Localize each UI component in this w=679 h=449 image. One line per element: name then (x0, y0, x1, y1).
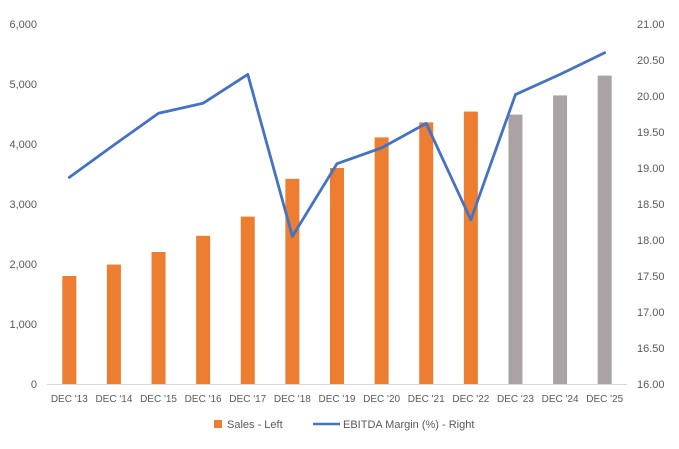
x-axis-tick-label: DEC '20 (363, 394, 400, 405)
sales-bar (285, 178, 300, 384)
sales-bar (553, 95, 568, 385)
sales-bar (151, 252, 166, 384)
x-axis-tick-label: DEC '22 (452, 394, 489, 405)
legend-swatch-sales (214, 420, 222, 428)
legend-label-ebitda-margin: EBITDA Margin (%) - Right (343, 419, 474, 431)
left-axis-tick-label: 2,000 (9, 259, 37, 271)
right-axis-tick-label: 20.50 (637, 55, 665, 67)
sales-bar (419, 122, 434, 385)
x-axis-tick-label: DEC '17 (229, 394, 266, 405)
legend: Sales - Left EBITDA Margin (%) - Right (214, 419, 474, 431)
x-axis-tick-label: DEC '25 (586, 394, 623, 405)
x-axis-tick-label: DEC '14 (95, 394, 132, 405)
sales-bar (330, 168, 344, 384)
left-axis-tick-label: 0 (31, 379, 37, 391)
sales-bar (597, 75, 612, 384)
x-axis-tick-labels: DEC '13 DEC '14 DEC '15 DEC '16 DEC '17 DEC '… (51, 394, 624, 405)
x-axis-tick-label: DEC '16 (185, 394, 222, 405)
x-axis-tick-label: DEC '23 (497, 394, 534, 405)
ebitda-margin-line (67, 51, 607, 238)
right-axis-tick-label: 19.00 (637, 163, 665, 175)
x-axis-tick-label: DEC '15 (140, 394, 177, 405)
right-axis-tick-label: 17.50 (637, 271, 665, 283)
legend-label-sales: Sales - Left (227, 419, 283, 431)
right-axis-tick-label: 18.50 (637, 199, 665, 211)
right-axis-tick-label: 18.00 (637, 235, 665, 247)
sales-bar (508, 114, 523, 384)
left-axis-tick-label: 4,000 (9, 139, 37, 151)
left-axis-tick-label: 3,000 (9, 199, 37, 211)
x-axis-tick-label: DEC '24 (542, 394, 579, 405)
right-axis-tick-label: 21.00 (637, 19, 665, 31)
sales-bar (196, 235, 211, 384)
sales-bar (240, 216, 255, 384)
right-axis-tick-label: 16.50 (637, 343, 665, 355)
sales-bar (106, 264, 121, 384)
right-axis-tick-label: 20.00 (637, 91, 665, 103)
x-axis-tick-label: DEC '13 (51, 394, 88, 405)
left-axis-tick-labels: 0 1,000 2,000 3,000 4,000 5,000 6,000 (9, 19, 37, 391)
line-layer (67, 51, 607, 238)
bars-layer (62, 75, 612, 385)
left-axis-tick-label: 1,000 (9, 319, 37, 331)
right-axis-tick-label: 16.00 (637, 379, 665, 391)
right-axis-tick-label: 19.50 (637, 127, 665, 139)
left-axis-tick-label: 6,000 (9, 19, 37, 31)
sales-bar (374, 137, 389, 384)
x-axis-tick-label: DEC '21 (408, 394, 445, 405)
x-axis-tick-label: DEC '18 (274, 394, 311, 405)
right-axis-tick-labels: 16.00 16.50 17.00 17.50 18.00 18.50 19.00 19.50… (637, 19, 665, 391)
right-axis-tick-label: 17.00 (637, 307, 665, 319)
sales-bar (62, 276, 77, 384)
left-axis-tick-label: 5,000 (9, 79, 37, 91)
sales-bar (463, 111, 478, 384)
x-axis-tick-label: DEC '19 (319, 394, 356, 405)
